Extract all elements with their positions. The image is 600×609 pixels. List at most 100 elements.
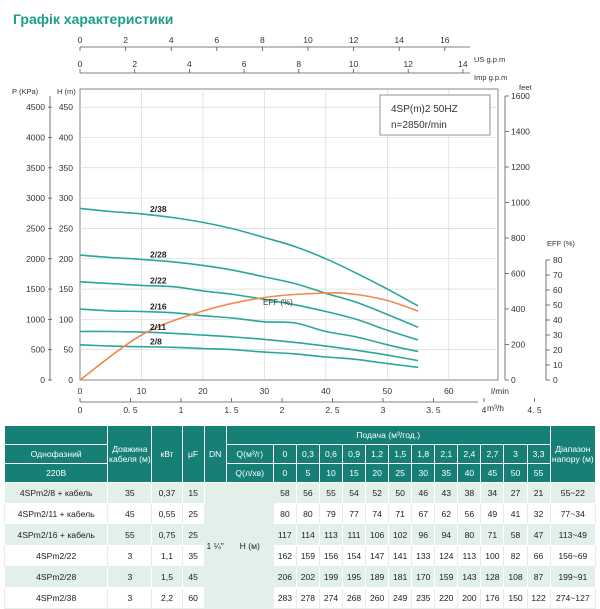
header-q-lmin: Q(л/хв) (225, 463, 274, 483)
cell-head-value: 38 (457, 482, 482, 504)
cell-head-value: 71 (480, 524, 505, 546)
tick-label-impgpm: 14 (458, 59, 468, 69)
cell-head-value: 96 (411, 524, 436, 546)
cell-head-value: 170 (411, 566, 436, 588)
cell-head-value: 274 (318, 587, 344, 609)
header-flow: Подача (м³/год.) (225, 425, 551, 445)
tick-label-lmin: 20 (198, 386, 208, 396)
header-q-lmin-value: 5 (295, 463, 320, 483)
header-q-m3h: Q(м³/г) (225, 444, 274, 464)
tick-label-h: 100 (59, 314, 73, 324)
cell-head-value: 71 (388, 503, 413, 525)
cell-kw: 1,1 (151, 545, 183, 567)
cell-head-value: 143 (457, 566, 482, 588)
header-q-m3h-value: 2,1 (434, 444, 459, 464)
tick-label-usgpm: 0 (78, 35, 83, 45)
header-q-m3h-value: 0,9 (342, 444, 367, 464)
tick-label-kpa: 3500 (26, 163, 45, 173)
header-q-lmin-value: 50 (503, 463, 528, 483)
cell-head-value: 122 (526, 587, 551, 609)
header-dn: DN (203, 425, 227, 483)
tick-label-eff: 10 (553, 360, 563, 370)
cell-cable: 55 (107, 524, 153, 546)
cell-head-value: 32 (526, 503, 551, 525)
cell-head-value: 77 (342, 503, 367, 525)
header-q-lmin-value: 30 (411, 463, 436, 483)
series-label-2-28: 2/28 (150, 249, 167, 259)
model-box-line2: n=2850r/min (391, 120, 447, 131)
tick-label-h: 0 (68, 375, 73, 385)
cell-head-value: 141 (388, 545, 413, 567)
tick-label-kpa: 500 (31, 345, 45, 355)
header-single-phase: Однофазний (3, 444, 109, 464)
cell-head-value: 283 (272, 587, 297, 609)
curve-2-28 (79, 254, 419, 329)
cell-head-value: 102 (388, 524, 413, 546)
cell-range: 274~127 (549, 587, 597, 609)
cell-head-value: 58 (503, 524, 528, 546)
header-q-m3h-value: 2,4 (457, 444, 482, 464)
tick-label-kpa: 1500 (26, 284, 45, 294)
tick-label-impgpm: 4 (187, 59, 192, 69)
tick-label-usgpm: 8 (260, 35, 265, 45)
series-label-2-38: 2/38 (150, 204, 167, 214)
tick-label-feet: 200 (511, 340, 525, 350)
tick-label-m3h: 0. 5 (123, 405, 137, 415)
cell-head-value: 43 (434, 482, 459, 504)
tick-label-impgpm: 0 (78, 59, 83, 69)
cell-head-value: 41 (503, 503, 528, 525)
header-q-lmin-value: 45 (480, 463, 505, 483)
chart-labels: 4SP(m)2 50HZ n=2850r/min 2/8 2/11 2/16 2/22 2/… (150, 94, 491, 347)
header-blank (3, 425, 109, 445)
cell-head-value: 117 (272, 524, 297, 546)
axis-label-m3h: m³/h (487, 403, 504, 413)
tick-label-usgpm: 10 (303, 35, 313, 45)
tick-label-feet: 400 (511, 304, 525, 314)
tick-label-kpa: 1000 (26, 314, 45, 324)
axis-label-usgpm: US g.p.m (474, 55, 505, 64)
cell-head-value: 55 (318, 482, 344, 504)
cell-uf: 35 (181, 545, 205, 567)
tick-label-kpa: 0 (40, 375, 45, 385)
axis-label-impgpm: Imp g.p.m (474, 73, 507, 82)
cell-head-value: 176 (480, 587, 505, 609)
cell-head-value: 235 (411, 587, 436, 609)
tick-label-usgpm: 14 (394, 35, 404, 45)
cell-range: 77~34 (549, 503, 597, 525)
cell-head-value: 195 (342, 566, 367, 588)
cell-dn: 1 ¼" (203, 482, 227, 609)
curve-2-22 (79, 281, 419, 341)
axis-label-lmin: l/min (491, 386, 509, 396)
tick-label-usgpm: 2 (123, 35, 128, 45)
cell-head-value: 27 (503, 482, 528, 504)
cell-head-value: 200 (457, 587, 482, 609)
header-q-m3h-value: 1,8 (411, 444, 436, 464)
cell-head-value: 82 (503, 545, 528, 567)
cell-head-value: 111 (342, 524, 367, 546)
cell-head-value: 159 (434, 566, 459, 588)
cell-head-label: H (м) (225, 482, 274, 609)
header-cable: Довжина кабеля (м) (107, 425, 153, 483)
curve-2-11 (79, 330, 419, 362)
chart-axes: 0050500100100015015002002000250250030030… (12, 35, 575, 415)
axis-label-eff: EFF (%) (547, 239, 575, 248)
header-range: Діапазон напору (м) (549, 425, 597, 483)
cell-model: 4SPm2/16 + кабель (3, 524, 109, 546)
cell-head-value: 79 (318, 503, 344, 525)
pump-performance-chart: 0050500100100015015002002000250250030030… (12, 35, 575, 415)
cell-head-value: 58 (272, 482, 297, 504)
tick-label-h: 400 (59, 133, 73, 143)
cell-head-value: 52 (365, 482, 390, 504)
table-row: 4SPm2/16 + кабель 55 0,75 25 117 114 113 111 106… (3, 524, 597, 546)
tick-label-h: 350 (59, 163, 73, 173)
header-q-lmin-value: 55 (526, 463, 551, 483)
tick-label-feet: 600 (511, 269, 525, 279)
series-label-2-22: 2/22 (150, 275, 167, 285)
cell-head-value: 80 (272, 503, 297, 525)
tick-label-lmin: 30 (260, 386, 270, 396)
cell-head-value: 47 (526, 524, 551, 546)
tick-label-eff: 80 (553, 255, 563, 265)
chart-grid (79, 88, 499, 381)
tick-label-feet: 1400 (511, 127, 530, 137)
cell-head-value: 114 (295, 524, 320, 546)
